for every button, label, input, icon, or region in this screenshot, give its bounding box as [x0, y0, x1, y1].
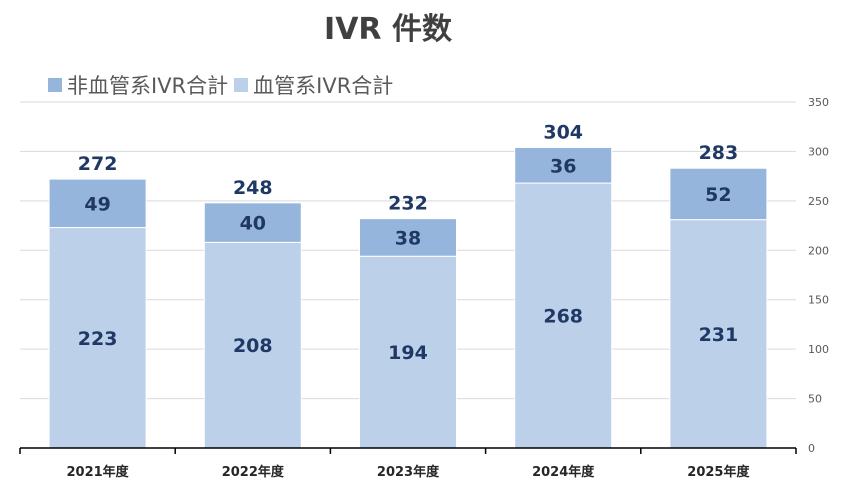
y-tick-label: 0: [808, 442, 815, 455]
bar-segment: [203, 202, 302, 243]
total-label: 304: [543, 121, 583, 143]
y-tick-label: 50: [808, 393, 822, 406]
y-tick-label: 100: [808, 343, 829, 356]
total-label: 272: [78, 153, 118, 175]
bar-segment: [669, 167, 768, 221]
bar-segment: [359, 218, 457, 257]
x-tick-label: 2024年度: [532, 464, 595, 480]
legend-swatch-vascular: [234, 78, 249, 92]
bar-segment: [359, 255, 457, 449]
x-tick-label: 2022年度: [222, 464, 285, 480]
y-tick-label: 200: [808, 244, 829, 257]
data-label: 223: [78, 328, 118, 350]
bar-segment: [514, 182, 613, 449]
data-label: 36: [550, 155, 576, 177]
legend: 非血管系IVR合計 血管系IVR合計: [48, 70, 399, 100]
bar-segment: [514, 146, 613, 184]
y-tick-label: 300: [808, 145, 829, 158]
data-label: 268: [543, 306, 583, 328]
data-label: 194: [388, 342, 428, 364]
legend-item-vascular: 血管系IVR合計: [234, 70, 393, 100]
chart-title: IVR 件数: [324, 12, 452, 47]
y-tick-label: 150: [808, 294, 829, 307]
total-label: 232: [388, 193, 428, 215]
data-label: 49: [84, 193, 110, 215]
legend-swatch-nonvascular: [48, 78, 62, 92]
total-label: 248: [233, 177, 273, 199]
bar-segment: [48, 227, 147, 449]
legend-label-vascular: 血管系IVR合計: [253, 74, 394, 98]
x-tick-label: 2023年度: [377, 464, 440, 480]
data-label: 208: [233, 335, 273, 357]
data-label: 231: [699, 324, 739, 346]
legend-label-nonvascular: 非血管系IVR合計: [67, 74, 229, 98]
x-tick-label: 2021年度: [67, 464, 130, 480]
data-label: 38: [395, 227, 421, 249]
data-label: 52: [705, 184, 731, 206]
y-tick-label: 350: [808, 96, 829, 109]
y-tick-label: 250: [808, 195, 829, 208]
x-tick-label: 2025年度: [687, 464, 750, 480]
bar-segment: [203, 241, 302, 449]
bar-segment: [669, 219, 768, 449]
data-label: 40: [240, 213, 266, 235]
legend-item-nonvascular: 非血管系IVR合計: [48, 70, 228, 100]
total-label: 283: [699, 142, 739, 164]
bar-segment: [48, 178, 147, 229]
